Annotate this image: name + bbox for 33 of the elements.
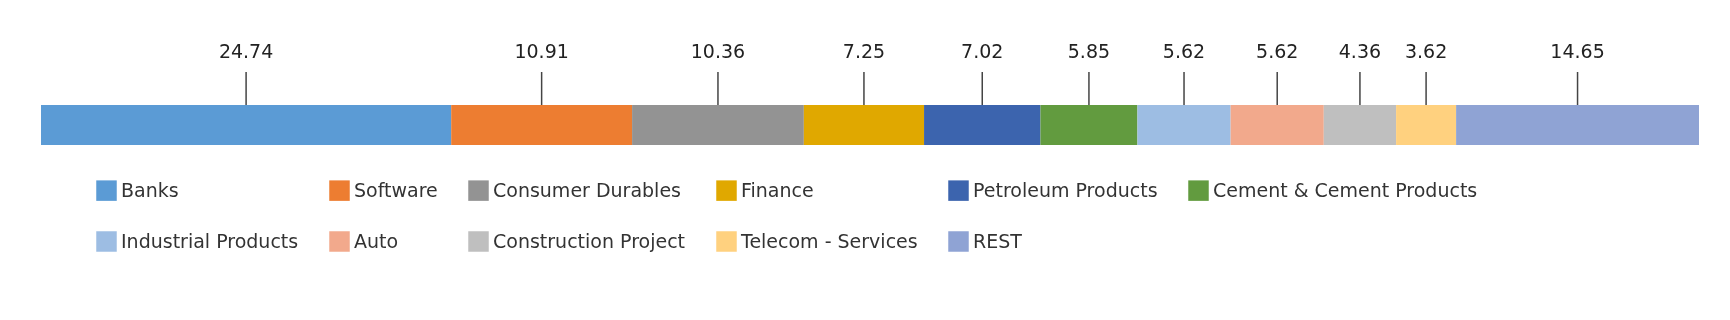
legend-label: Banks [121, 178, 179, 201]
bar [1137, 105, 1231, 145]
bar [632, 105, 804, 145]
bar [1456, 105, 1699, 145]
legend-label: Industrial Products [121, 229, 299, 252]
legend-label: Petroleum Products [973, 178, 1158, 201]
bar [1040, 105, 1138, 145]
data-label: 10.91 [514, 40, 569, 62]
bar [1323, 105, 1397, 145]
data-label: 5.62 [1162, 40, 1206, 62]
bar [1396, 105, 1457, 145]
data-label: 5.85 [1067, 40, 1111, 62]
data-label: 10.36 [690, 40, 746, 62]
data-label: 7.02 [961, 40, 1004, 62]
legend-label: REST [973, 229, 1023, 252]
bar [451, 105, 633, 145]
data-label: 4.36 [1338, 40, 1382, 62]
legend-label: Auto [354, 229, 399, 252]
bar [803, 105, 925, 145]
legend-label: Finance [741, 178, 814, 201]
data-label: 24.74 [218, 40, 274, 62]
bar [924, 105, 1041, 145]
legend-label: Construction Project [493, 229, 686, 252]
legend-label: Consumer Durables [493, 178, 681, 201]
data-label: 3.62 [1404, 40, 1448, 62]
legend-label: Software [354, 178, 438, 201]
data-label: 14.65 [1550, 40, 1605, 62]
data-label: 5.62 [1256, 40, 1299, 62]
data-label: 7.25 [842, 40, 886, 62]
legend-label: Cement & Cement Products [1213, 178, 1478, 201]
bar [1230, 105, 1324, 145]
bar [41, 105, 452, 145]
legend-label: Telecom - Services [740, 229, 918, 252]
